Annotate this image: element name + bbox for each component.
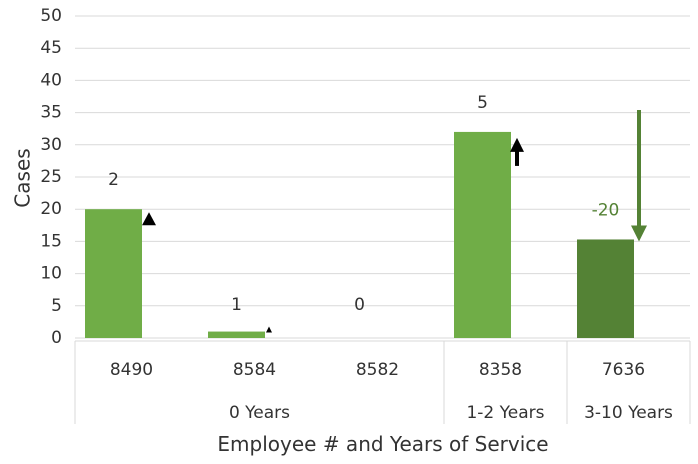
bar [454, 131, 511, 338]
y-tick-label: 10 [40, 264, 62, 284]
y-tick-label: 0 [51, 328, 62, 348]
gridlines [75, 15, 690, 339]
data-label: 0 [354, 295, 365, 315]
y-tick-label: 50 [40, 6, 62, 26]
y-axis-ticks: 0 5 10 15 20 25 30 35 40 45 50 [40, 6, 62, 348]
data-label: -20 [592, 200, 620, 220]
bar [85, 209, 142, 338]
x-group-label: 3-10 Years [584, 403, 673, 423]
x-group-label: 0 Years [229, 403, 290, 423]
y-tick-label: 40 [40, 70, 62, 90]
y-tick-label: 20 [40, 199, 62, 219]
y-tick-label: 45 [40, 38, 62, 58]
y-tick-label: 5 [51, 296, 62, 316]
y-axis-title: Cases [11, 148, 35, 207]
y-tick-label: 15 [40, 231, 62, 251]
arrow-up-icon [510, 137, 524, 152]
y-tick-label: 35 [40, 103, 62, 123]
x-category-label: 8490 [110, 360, 153, 380]
y-tick-label: 30 [40, 135, 62, 155]
y-tick-label: 25 [40, 167, 62, 187]
x-category-label: 7636 [602, 360, 645, 380]
data-label: 1 [231, 295, 242, 315]
data-label: 5 [477, 93, 488, 113]
trend-up-icon [266, 326, 272, 333]
bar [208, 331, 265, 338]
x-category-label: 8584 [233, 360, 276, 380]
data-label: 2 [108, 170, 119, 190]
data-labels: 2 1 0 5 -20 [108, 93, 619, 315]
trend-up-icon [142, 212, 156, 226]
x-category-label: 8582 [356, 360, 399, 380]
trend-markers [142, 110, 647, 333]
bar [577, 239, 634, 338]
arrow-down-icon [631, 225, 647, 242]
x-category-label: 8358 [479, 360, 522, 380]
bars [85, 131, 634, 338]
x-group-label: 1-2 Years [466, 403, 544, 423]
x-axis-title: Employee # and Years of Service [217, 432, 548, 456]
x-axis-groups: 0 Years 1-2 Years 3-10 Years [74, 340, 691, 424]
x-axis-categories: 8490 8584 8582 8358 7636 [110, 360, 645, 380]
